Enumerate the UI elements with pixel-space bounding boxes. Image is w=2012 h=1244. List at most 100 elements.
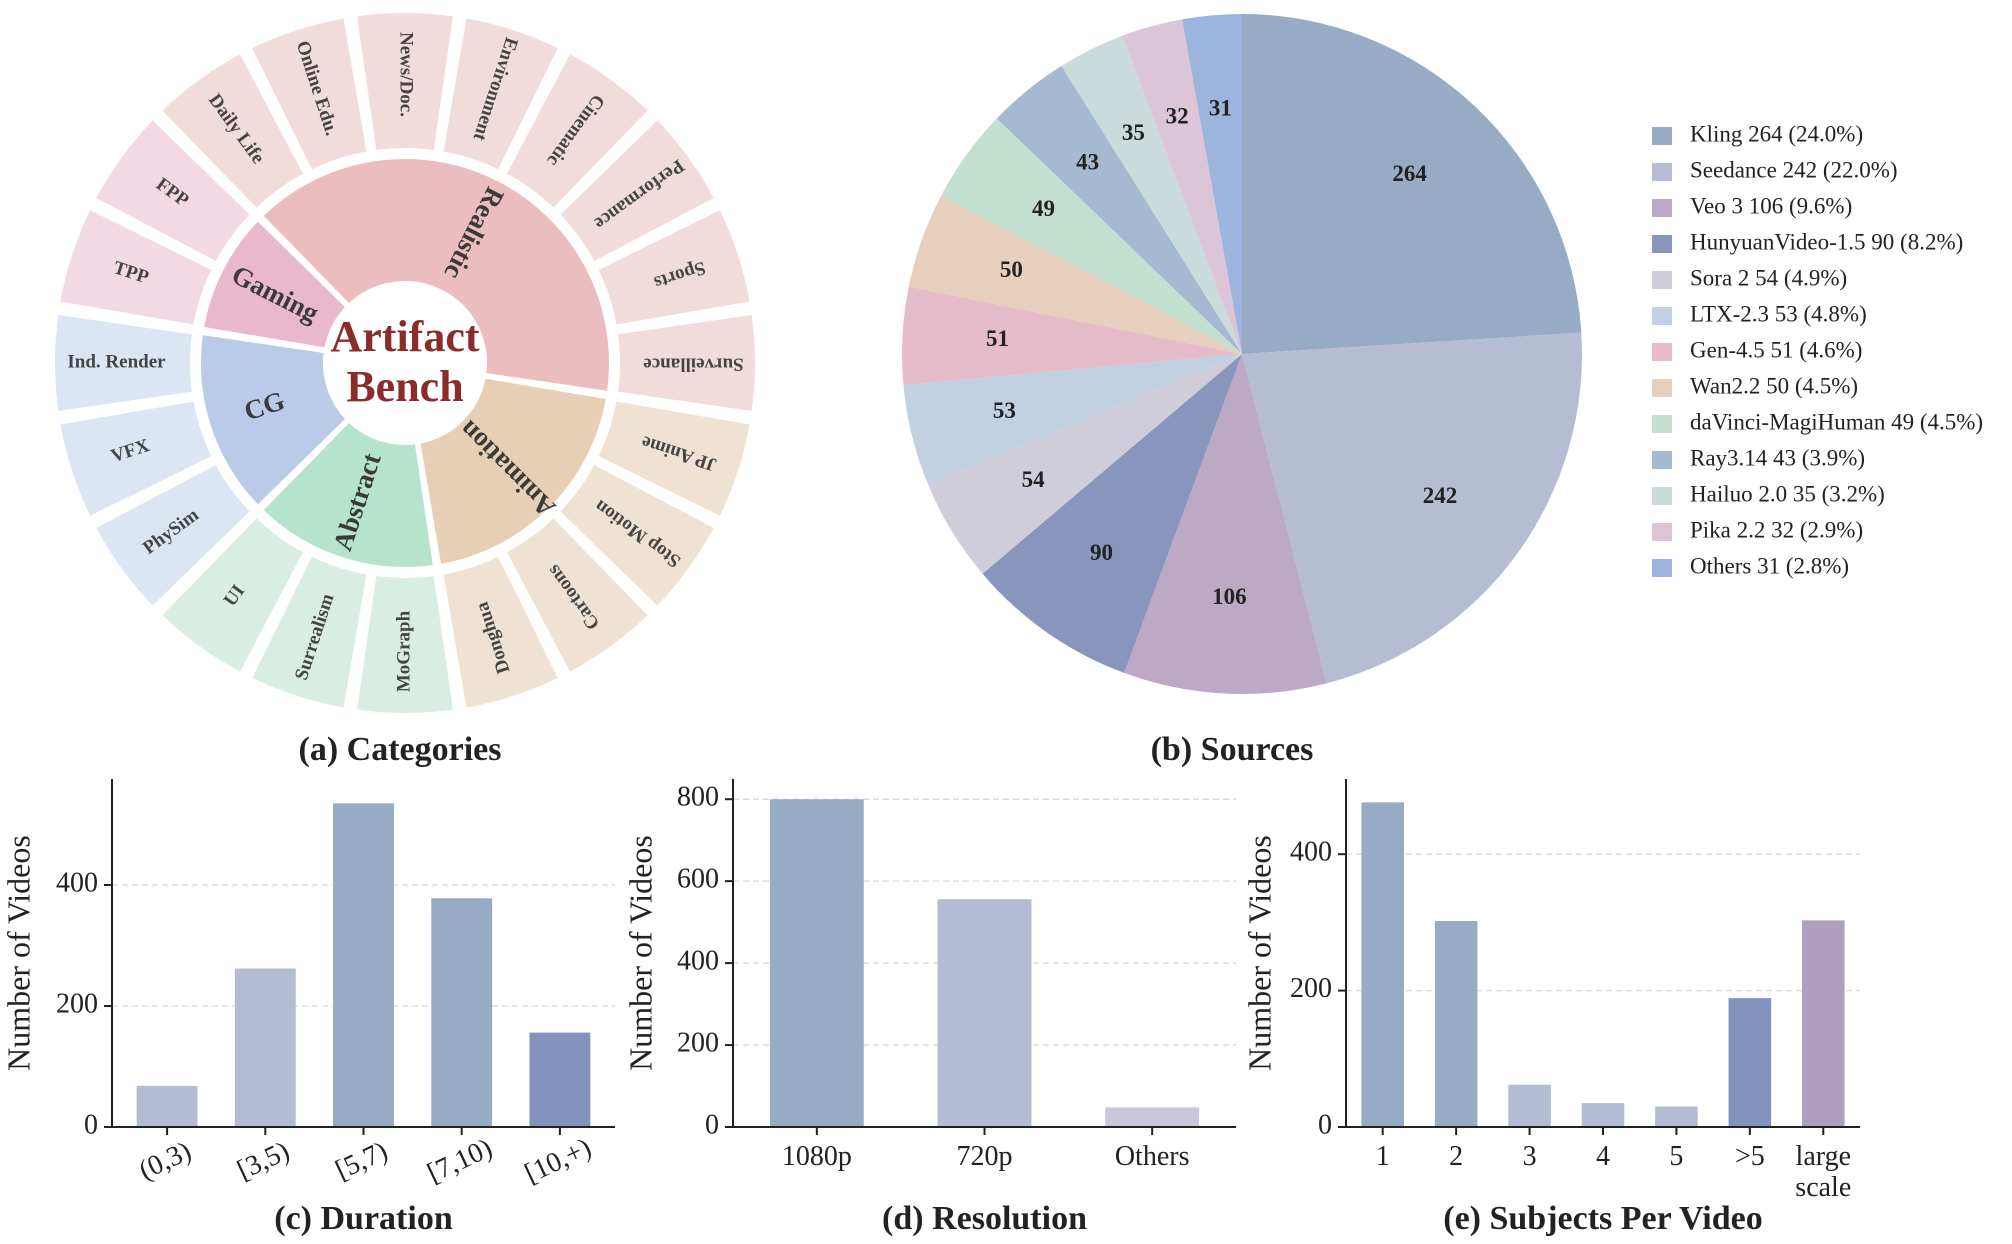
pie-slice-others [1182, 14, 1242, 354]
subcategory-ind-render [51, 310, 197, 416]
x-tick-label-4: 4 [1596, 1141, 1610, 1172]
sources-legend: Kling 264 (24.0%) Seedance 242 (22.0%) Veo… [1652, 121, 1983, 578]
pie-slice-hailuo-2-0 [1061, 35, 1242, 354]
subcategory-online-edu [247, 14, 371, 174]
pie-slice-veo-3 [1124, 354, 1327, 694]
subcategory-surrealism [247, 552, 371, 712]
legend-entry-hailuo-2-0: Hailuo 2.0 35 (3.2%) [1690, 481, 1885, 506]
pie-label-sora-2: 54 [1022, 467, 1046, 492]
category-animation [416, 374, 611, 569]
legend-swatch-davinci-magihuman [1652, 415, 1672, 433]
legend-entry-wan2-2: Wan2.2 50 (4.5%) [1690, 373, 1858, 398]
bar-5-7 [333, 803, 394, 1127]
subcategory-cinematic [502, 49, 653, 213]
legend-entry-seedance: Seedance 242 (22.0%) [1690, 157, 1898, 182]
subcategory-cartoons [502, 513, 653, 677]
duration-bar-chart: 0 200 400 (0,3) [3,5) [5,7) [7,10) [10,+) Number… [0, 779, 615, 1237]
subcategory-news-doc [352, 9, 458, 155]
subcategory-fpp [91, 115, 255, 266]
legend-swatch-seedance [1652, 163, 1672, 181]
subcategory-vfx [56, 397, 216, 521]
pie-label-kling: 264 [1392, 161, 1427, 186]
subcategory-tpp [56, 205, 216, 329]
subcategory-jp-anime [594, 397, 754, 521]
y-axis-label: Number of Videos [0, 835, 36, 1071]
subcategory-ui [157, 513, 308, 677]
bar-2 [1434, 921, 1478, 1127]
y-tick-label: 600 [677, 864, 719, 895]
pie-slice-sora-2 [928, 354, 1242, 574]
legend-swatch-ltx-2-3 [1652, 307, 1672, 325]
pie-label-davinci-magihuman: 49 [1032, 196, 1055, 221]
legend-entry-pika-2-2: Pika 2.2 32 (2.9%) [1690, 517, 1863, 542]
pie-label-hailuo-2-0: 35 [1122, 120, 1145, 145]
y-tick-label: 0 [84, 1109, 98, 1140]
chart-title: (c) Duration [274, 1200, 453, 1237]
y-tick-label: 800 [677, 782, 719, 813]
bar-large-scale [1801, 920, 1845, 1127]
pie-slice-davinci-magihuman [941, 118, 1242, 354]
subcategory-label-news-doc: News/Doc. [396, 32, 417, 117]
legend-swatch-wan2-2 [1652, 379, 1672, 397]
x-tick-label-5: 5 [1669, 1141, 1683, 1172]
subcategory-label-surveillance: Surveillance [643, 354, 743, 375]
bar-0-3 [136, 1085, 198, 1127]
pie-slice-kling [1242, 14, 1582, 354]
x-tick-label-1: 1 [1376, 1141, 1390, 1172]
chart-title: (d) Resolution [882, 1200, 1087, 1237]
pie-label-others: 31 [1209, 95, 1232, 120]
x-tick-label-others: Others [1115, 1141, 1190, 1172]
x-tick-label-5-7: [5,7) [331, 1136, 393, 1187]
category-cg [197, 330, 350, 510]
pie-slice-pika-2-2 [1122, 19, 1242, 355]
legend-entry-ray3-14: Ray3.14 43 (3.9%) [1690, 445, 1865, 470]
y-tick-label: 200 [1290, 973, 1332, 1004]
x-tick-label-0-3: (0,3) [134, 1136, 196, 1187]
legend-swatch-hunyuanvideo-1-5 [1652, 235, 1672, 253]
subcategory-label-mograph: MoGraph [393, 610, 414, 692]
bar-5 [1655, 1106, 1698, 1127]
bar-7-10 [431, 898, 493, 1127]
x-tick-label-720p: 720p [957, 1141, 1013, 1172]
pie-slice-hunyuanvideo-1-5 [982, 354, 1242, 673]
subcategory-label-ind-render: Ind. Render [67, 351, 166, 372]
y-tick-label: 400 [1290, 837, 1332, 868]
y-axis-label: Number of Videos [1241, 835, 1277, 1071]
bar-3-5 [234, 968, 296, 1127]
pie-label-gen-4-5: 51 [986, 326, 1009, 351]
panel-a-title: (a) Categories [299, 731, 502, 768]
pie-slice-ray3-14 [996, 65, 1242, 354]
pie-label-veo-3: 106 [1212, 584, 1247, 609]
legend-swatch-pika-2-2 [1652, 523, 1672, 541]
x-tick-label-3: 3 [1523, 1141, 1537, 1172]
bar-5 [1728, 998, 1772, 1127]
subcategory-sports [594, 205, 754, 329]
legend-entry-gen-4-5: Gen-4.5 51 (4.6%) [1690, 337, 1862, 362]
center-title-line-1: Artifact [330, 312, 479, 361]
pie-label-seedance: 242 [1423, 483, 1458, 508]
category-gaming [199, 216, 350, 352]
y-tick-label: 200 [677, 1027, 719, 1058]
bar-4 [1581, 1103, 1625, 1127]
bar-1080p [769, 799, 864, 1127]
pie-label-pika-2-2: 32 [1166, 103, 1189, 128]
legend-swatch-gen-4-5 [1652, 343, 1672, 361]
subcategory-physim [91, 460, 255, 611]
x-tick-label-5: >5 [1735, 1141, 1765, 1172]
subcategory-environment [439, 14, 563, 174]
y-tick-label: 200 [56, 988, 98, 1019]
x-tick-label-7-10: [7,10) [423, 1133, 497, 1190]
pie-label-hunyuanvideo-1-5: 90 [1090, 540, 1113, 565]
legend-entry-others: Others 31 (2.8%) [1690, 553, 1849, 578]
panel-b-title: (b) Sources [1151, 731, 1314, 768]
center-title-line-2: Bench [346, 362, 463, 411]
y-tick-label: 0 [705, 1109, 719, 1140]
legend-entry-hunyuanvideo-1-5: HunyuanVideo-1.5 90 (8.2%) [1690, 229, 1963, 254]
bar-1 [1361, 802, 1405, 1127]
subcategory-daily-life [157, 49, 308, 213]
legend-swatch-others [1652, 559, 1672, 577]
legend-entry-sora-2: Sora 2 54 (4.9%) [1690, 265, 1847, 290]
